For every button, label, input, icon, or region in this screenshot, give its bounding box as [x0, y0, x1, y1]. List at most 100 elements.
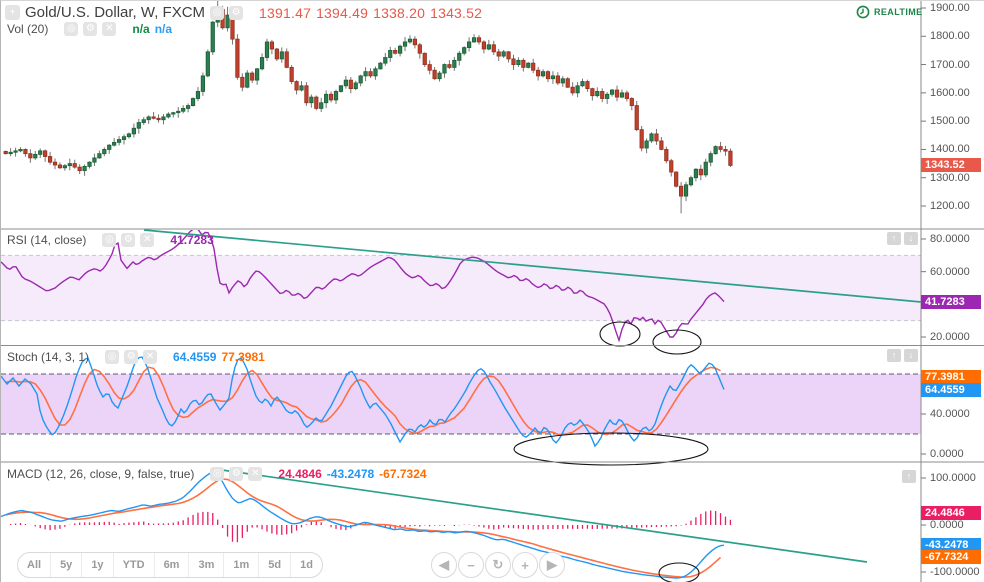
axis-label: 80.0000: [930, 233, 970, 245]
axis-label: 40.0000: [930, 408, 970, 420]
settings-icon[interactable]: ⚙: [121, 233, 136, 247]
realtime-label: REALTIME: [874, 7, 923, 17]
range-button-5d[interactable]: 5d: [259, 553, 292, 577]
macd-value: 24.4846: [278, 467, 322, 481]
prev-icon[interactable]: ◀: [431, 552, 457, 578]
realtime-badge: REALTIME: [856, 5, 923, 19]
range-button-1y[interactable]: 1y: [82, 553, 114, 577]
trendlines[interactable]: [143, 229, 922, 563]
close-icon[interactable]: ✕: [102, 22, 117, 36]
move-pane-down-icon[interactable]: ↓: [904, 232, 918, 245]
settings-icon[interactable]: ⚙: [83, 22, 98, 36]
next-icon[interactable]: ▶: [539, 552, 565, 578]
rsi-value: 41.7283: [170, 233, 214, 247]
visibility-icon[interactable]: ◎: [210, 5, 225, 20]
rsi-label: RSI (14, close): [7, 233, 87, 247]
visibility-icon[interactable]: ◎: [102, 233, 117, 247]
settings-icon[interactable]: ⚙: [229, 5, 244, 20]
zoom-out-icon[interactable]: −: [458, 552, 484, 578]
stoch-d-value: 77.3981: [221, 350, 265, 364]
volume-header: Vol (20) ◎ ⚙ ✕ n/a n/a: [7, 22, 172, 36]
axis-label: 100.0000: [930, 472, 976, 484]
symbol-header: + Gold/U.S. Dollar, W, FXCM ◎ ⚙ 1391.47 …: [5, 4, 482, 21]
trendline: [143, 229, 922, 303]
axis-label: 20.0000: [930, 330, 970, 343]
price-badge: 1343.52: [921, 158, 981, 173]
low-value: 1338.20: [373, 4, 426, 21]
move-pane-up-icon[interactable]: ↑: [887, 232, 901, 245]
axis-label: 1300.00: [930, 171, 970, 184]
ellipse-annotation: [652, 329, 702, 355]
stoch-k-value: 64.4559: [173, 350, 217, 364]
reset-icon[interactable]: ↻: [485, 552, 511, 578]
axis-label: 1900.00: [930, 2, 970, 14]
settings-icon[interactable]: ⚙: [124, 350, 139, 364]
range-button-1m[interactable]: 1m: [224, 553, 260, 577]
axis-label: 60.0000: [930, 265, 970, 278]
axis-label: 1600.00: [930, 86, 970, 99]
close-value: 1343.52: [430, 4, 483, 21]
axis-label: 1500.00: [930, 115, 970, 128]
volume-ma-value: n/a: [154, 22, 173, 36]
axis-label: 0.0000: [930, 519, 964, 531]
macd-plot: [1, 469, 732, 579]
range-selector: All 5y 1y YTD 6m 3m 1m 5d 1d: [17, 552, 323, 578]
open-value: 1391.47: [259, 4, 312, 21]
macd-label: MACD (12, 26, close, 9, false, true): [7, 467, 195, 481]
axis-label: 0.0000: [930, 448, 964, 460]
price-badge: 24.4846: [921, 506, 981, 521]
chart-nav-controls: ◀ − ↻ + ▶: [431, 552, 566, 578]
move-pane-down-icon[interactable]: ↓: [904, 349, 918, 362]
stoch-header: Stoch (14, 3, 1) ◎ ⚙ ✕ 64.4559 77.3981: [7, 350, 265, 364]
candlestick-series: [3, 1, 733, 214]
rsi-line: [1, 230, 725, 343]
stoch-label: Stoch (14, 3, 1): [7, 350, 90, 364]
axis-label: 1800.00: [930, 30, 970, 43]
close-icon[interactable]: ✕: [140, 233, 155, 247]
trendline: [214, 468, 868, 563]
visibility-icon[interactable]: ◎: [105, 350, 120, 364]
add-symbol-icon[interactable]: +: [5, 5, 20, 20]
rsi-band: [1, 255, 921, 321]
range-button-1d[interactable]: 1d: [300, 559, 313, 571]
clock-icon: [856, 5, 870, 19]
move-pane-up-icon[interactable]: ↑: [902, 470, 916, 483]
price-badge: -67.7324: [921, 549, 981, 564]
move-pane-up-icon[interactable]: ↑: [887, 349, 901, 362]
macd-hist-value: -67.7324: [379, 467, 427, 481]
volume-label: Vol (20): [7, 22, 49, 36]
ellipse-annotation: [513, 432, 709, 466]
rsi-header: RSI (14, close) ◎ ⚙ ✕ 41.7283: [7, 233, 214, 247]
volume-value: n/a: [132, 22, 150, 36]
range-button-5y[interactable]: 5y: [51, 553, 83, 577]
ellipse-annotations[interactable]: [513, 321, 709, 582]
range-button-6m[interactable]: 6m: [155, 553, 190, 577]
price-axis[interactable]: 1900.00 1800.00 1700.00 1600.00 1500.00 1400.…: [921, 1, 984, 582]
range-button-3m[interactable]: 3m: [189, 553, 225, 577]
ellipse-annotation: [658, 562, 700, 582]
macd-header: MACD (12, 26, close, 9, false, true) ◎ ⚙…: [7, 467, 427, 481]
axis-label: 1200.00: [930, 200, 970, 212]
price-badge: 64.4559: [921, 382, 981, 397]
visibility-icon[interactable]: ◎: [210, 467, 225, 481]
close-icon[interactable]: ✕: [143, 350, 158, 364]
range-button-all[interactable]: All: [18, 553, 52, 577]
visibility-icon[interactable]: ◎: [64, 22, 79, 36]
high-value: 1394.49: [316, 4, 369, 21]
range-button-ytd[interactable]: YTD: [114, 553, 155, 577]
zoom-in-icon[interactable]: +: [512, 552, 538, 578]
symbol-title: Gold/U.S. Dollar, W, FXCM: [25, 4, 206, 21]
close-icon[interactable]: ✕: [248, 467, 263, 481]
price-badge: -43.2478: [921, 538, 981, 553]
macd-signal-value: -43.2478: [326, 467, 375, 481]
stoch-band: [1, 374, 921, 434]
axis-label: -100.0000: [930, 566, 980, 578]
axis-label: 1400.00: [930, 143, 970, 156]
price-badge: 41.7283: [921, 294, 981, 309]
axis-label: 1700.00: [930, 58, 970, 71]
price-badge: 77.3981: [921, 369, 981, 384]
stoch-lines: [1, 356, 725, 448]
settings-icon[interactable]: ⚙: [229, 467, 244, 481]
